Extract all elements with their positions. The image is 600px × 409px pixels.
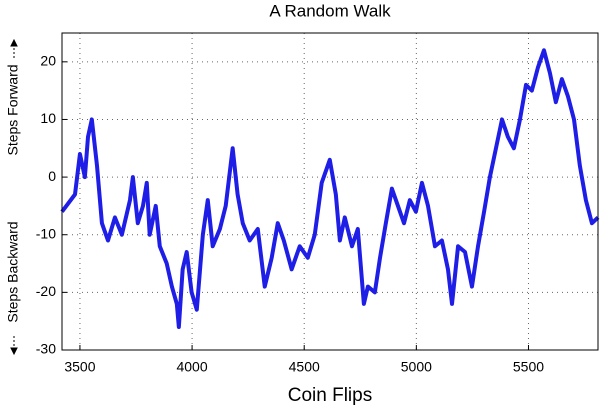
y-axis-label: Steps Backward: [5, 221, 21, 322]
y-tick-label: 0: [48, 168, 56, 184]
y-axis-label: Steps Forward: [5, 64, 21, 155]
y-tick-label: 20: [40, 53, 56, 69]
y-tick-label: -20: [36, 283, 56, 299]
x-tick-label: 5000: [401, 359, 432, 375]
x-tick-label: 3500: [64, 359, 95, 375]
y-tick-label: 10: [40, 110, 56, 126]
x-axis-label: Coin Flips: [288, 385, 372, 406]
y-tick-label: -10: [36, 225, 56, 241]
x-tick-label: 4000: [176, 359, 207, 375]
x-tick-label: 4500: [289, 359, 320, 375]
plot-frame: [61, 32, 599, 351]
data-line: [60, 48, 600, 329]
chart-title: A Random Walk: [269, 1, 391, 20]
y-tick-label: -30: [36, 341, 56, 357]
x-tick-label: 5500: [513, 359, 544, 375]
arrow: [10, 38, 18, 356]
